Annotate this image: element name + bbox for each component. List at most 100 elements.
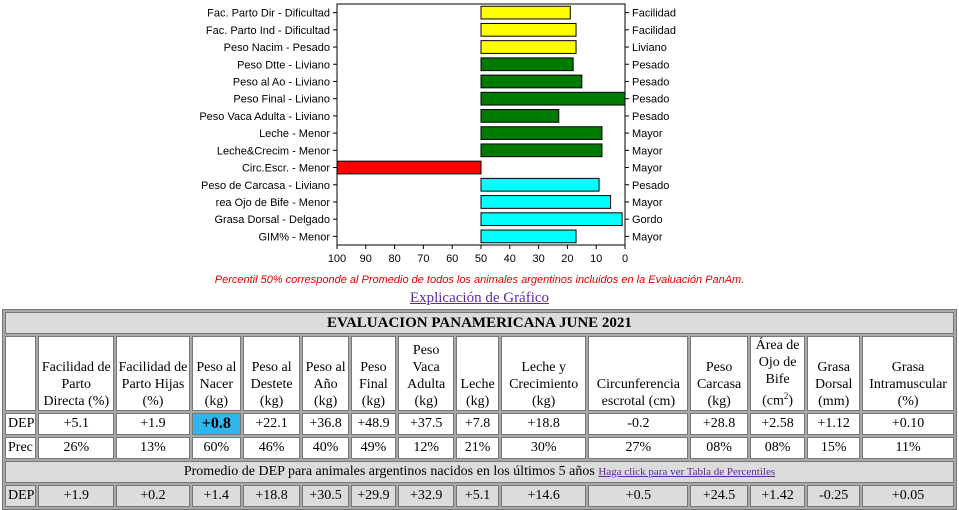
bar xyxy=(480,212,623,227)
explain-chart-link[interactable]: Explicación de Gráfico xyxy=(409,290,550,306)
x-tick-label: 100 xyxy=(328,253,346,265)
header-fac-parto-hijas: Facilidad de Parto Hijas (%) xyxy=(116,336,190,411)
epd-table: EVALUACION PANAMERICANA JUNE 2021 Facili… xyxy=(2,309,957,510)
prec-cell: 08% xyxy=(749,436,806,459)
bar xyxy=(480,40,577,54)
prec-row-label: Prec xyxy=(5,436,37,459)
bar-left-label: Leche&Crecim - Menor xyxy=(217,145,330,157)
avg-cell: +0.2 xyxy=(116,484,190,507)
bar xyxy=(480,229,577,244)
avg-cell: +30.5 xyxy=(302,484,349,507)
dep-cell: +1.9 xyxy=(116,412,190,435)
bar-right-label: Pesado xyxy=(632,111,669,123)
dep-cell: +2.58 xyxy=(749,412,806,435)
prec-cell: 11% xyxy=(862,436,954,459)
prec-cell: 13% xyxy=(116,436,190,459)
percentile-chart: Fac. Parto Dir - Dificultad Facilidad Fac.… xyxy=(199,3,676,265)
avg-cell: -0.25 xyxy=(807,484,861,507)
bar-right-label: Pesado xyxy=(632,59,669,71)
bar-right-label: Facilidad xyxy=(632,25,676,37)
dep-cell: +28.8 xyxy=(690,412,748,435)
bar-left-label: Peso Vaca Adulta - Liviano xyxy=(199,111,330,123)
bar-left-label: Fac. Parto Ind - Dificultad xyxy=(206,25,330,37)
bar-left-label: Peso Dtte - Liviano xyxy=(237,59,330,71)
avg-dep-row: DEP +1.9 +0.2 +1.4 +18.8 +30.5 +29.9 +32.9 +5.1… xyxy=(5,484,954,507)
bar-left-label: Leche - Menor xyxy=(259,128,330,140)
bar xyxy=(480,195,612,209)
avg-row-label: DEP xyxy=(5,484,37,507)
header-leche: Leche (kg) xyxy=(456,336,499,411)
header-fac-parto-dir: Facilidad de Parto Directa (%) xyxy=(38,336,115,411)
bar-right-label: Mayor xyxy=(632,231,663,243)
prec-cell: 21% xyxy=(456,436,499,459)
bar-right-label: Mayor xyxy=(632,197,663,209)
x-tick-label: 50 xyxy=(475,253,487,265)
avg-cell: +18.8 xyxy=(242,484,301,507)
x-tick-label: 40 xyxy=(504,253,516,265)
x-tick-label: 20 xyxy=(561,253,573,265)
x-tick-label: 0 xyxy=(622,253,628,265)
dep-cell: +22.1 xyxy=(242,412,301,435)
bar-left-label: GIM% - Menor xyxy=(258,231,330,243)
bar xyxy=(480,143,603,158)
prec-cell: 27% xyxy=(588,436,689,459)
prec-cell: 49% xyxy=(350,436,396,459)
bar-right-label: Pesado xyxy=(632,94,669,106)
dep-cell: +36.8 xyxy=(302,412,349,435)
bar xyxy=(336,160,482,175)
header-circ-escrotal: Circunferencia escrotal (cm) xyxy=(588,336,689,411)
dep-cell: +18.8 xyxy=(500,412,587,435)
bar-left-label: Fac. Parto Dir - Dificultad xyxy=(207,8,330,20)
bar xyxy=(480,5,571,20)
avg-cell: +29.9 xyxy=(350,484,396,507)
bar-left-label: Grasa Dorsal - Delgado xyxy=(214,214,330,226)
bar xyxy=(480,91,626,106)
bar-left-label: Peso Final - Liviano xyxy=(233,94,330,106)
bar-left-label: Peso al Ao - Liviano xyxy=(233,76,330,88)
prec-cell: 08% xyxy=(690,436,748,459)
prec-cell: 26% xyxy=(38,436,115,459)
avg-cell: +32.9 xyxy=(397,484,455,507)
header-grasa-dorsal: Grasa Dorsal (mm) xyxy=(807,336,861,411)
header-peso-final: Peso Final (kg) xyxy=(350,336,396,411)
avg-caption: Promedio de DEP para animales argentinos… xyxy=(183,463,595,479)
dep-cell: +48.9 xyxy=(350,412,396,435)
prec-row: Prec 26% 13% 60% 46% 40% 49% 12% 21% 30% 27% 08% 08… xyxy=(5,436,954,459)
plot-frame xyxy=(336,3,626,246)
dep-cell: -0.2 xyxy=(588,412,689,435)
header-blank xyxy=(5,336,37,411)
dep-cell: +1.12 xyxy=(807,412,861,435)
x-tick-label: 90 xyxy=(360,253,372,265)
bar-right-label: Facilidad xyxy=(632,8,676,20)
avg-cell: +5.1 xyxy=(456,484,499,507)
chart-note: Percentil 50% corresponde al Promedio de… xyxy=(214,274,745,286)
dep-cell: +37.5 xyxy=(397,412,455,435)
percentile-table-link[interactable]: Haga click para ver Tabla de Percentiles xyxy=(598,465,776,478)
x-tick-label: 80 xyxy=(388,253,400,265)
bar-left-label: rea Ojo de Bife - Menor xyxy=(216,197,331,209)
dep-cell: +7.8 xyxy=(456,412,499,435)
avg-cell: +0.5 xyxy=(588,484,689,507)
avg-cell: +14.6 xyxy=(500,484,587,507)
header-peso-destete: Peso al Destete (kg) xyxy=(242,336,301,411)
header-peso-vaca: Peso Vaca Adulta (kg) xyxy=(397,336,455,411)
bar-left-label: Peso Nacim - Pesado xyxy=(224,42,330,54)
x-tick-label: 70 xyxy=(417,253,429,265)
bar xyxy=(480,74,583,89)
bar xyxy=(480,109,560,123)
dep-row: DEP +5.1 +1.9 +0.8 +22.1 +36.8 +48.9 +37.5 +7.8… xyxy=(5,412,954,435)
prec-cell: 30% xyxy=(500,436,587,459)
x-tick-label: 60 xyxy=(446,253,458,265)
bar-right-label: Mayor xyxy=(632,163,663,175)
header-ojo-bife: Área de Ojo de Bife (cm2) xyxy=(749,336,806,411)
header-peso-carcasa: Peso Carcasa (kg) xyxy=(690,336,748,411)
x-tick-label: 30 xyxy=(532,253,544,265)
avg-caption-cell: Promedio de DEP para animales argentinos… xyxy=(5,460,954,483)
prec-cell: 15% xyxy=(807,436,861,459)
bar-right-label: Pesado xyxy=(632,180,669,192)
header-grasa-intra: Grasa Intramuscular (%) xyxy=(862,336,954,411)
bar-right-label: Mayor xyxy=(632,145,663,157)
avg-cell: +24.5 xyxy=(690,484,748,507)
dep-cell: +0.10 xyxy=(862,412,954,435)
x-tick-label: 10 xyxy=(590,253,602,265)
